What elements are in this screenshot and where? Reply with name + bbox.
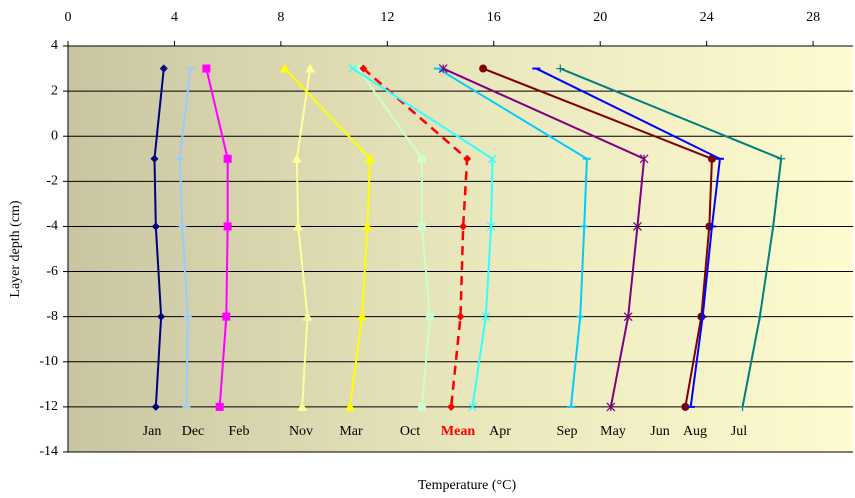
marker bbox=[681, 402, 690, 411]
series bbox=[354, 64, 434, 411]
y-tick-label: -12 bbox=[39, 399, 58, 414]
legend-label: Jun bbox=[650, 424, 669, 439]
y-tick-label: 2 bbox=[51, 83, 58, 98]
marker bbox=[305, 63, 316, 73]
y-tick-label: 4 bbox=[51, 38, 58, 53]
marker bbox=[302, 311, 313, 321]
marker bbox=[223, 154, 232, 163]
marker bbox=[151, 222, 160, 231]
marker bbox=[215, 402, 224, 411]
marker bbox=[777, 154, 786, 163]
marker bbox=[202, 64, 211, 73]
marker bbox=[293, 221, 304, 231]
marker bbox=[556, 64, 565, 73]
x-tick-label: 28 bbox=[806, 10, 820, 25]
marker bbox=[639, 154, 649, 164]
marker bbox=[151, 402, 160, 411]
marker bbox=[150, 154, 159, 163]
marker bbox=[365, 153, 376, 163]
x-axis-title: Temperature (°C) bbox=[418, 478, 517, 493]
series bbox=[532, 67, 724, 408]
marker bbox=[362, 221, 373, 231]
marker bbox=[479, 64, 488, 73]
series bbox=[556, 64, 786, 411]
x-tick-label: 4 bbox=[171, 10, 178, 25]
plot-area bbox=[68, 46, 853, 452]
marker bbox=[606, 402, 616, 412]
x-tick-label: 12 bbox=[380, 10, 394, 25]
series bbox=[279, 63, 376, 411]
x-tick-label: 20 bbox=[593, 10, 607, 25]
x-tick-label: 24 bbox=[700, 10, 714, 25]
marker bbox=[357, 311, 368, 321]
marker bbox=[223, 222, 232, 231]
marker bbox=[345, 401, 356, 411]
marker bbox=[738, 402, 747, 411]
marker bbox=[468, 402, 477, 412]
marker bbox=[488, 154, 497, 164]
marker bbox=[438, 64, 448, 73]
legend-label: Mar bbox=[339, 424, 363, 439]
legend-label: Aug bbox=[683, 424, 707, 439]
x-tick-label: 0 bbox=[65, 10, 72, 25]
legend-label: Apr bbox=[489, 424, 511, 439]
legend-label: Feb bbox=[229, 424, 250, 439]
marker bbox=[417, 222, 426, 231]
series bbox=[150, 64, 168, 411]
marker bbox=[417, 154, 426, 163]
series bbox=[202, 64, 232, 411]
legend-label: Jul bbox=[731, 424, 747, 439]
series bbox=[348, 64, 497, 412]
marker bbox=[222, 312, 231, 321]
y-tick-label: -2 bbox=[46, 174, 58, 189]
marker bbox=[456, 312, 465, 321]
series-line bbox=[362, 67, 469, 408]
y-tick-label: -6 bbox=[46, 264, 58, 279]
marker bbox=[159, 64, 168, 73]
y-tick-label: -8 bbox=[46, 309, 58, 324]
y-tick-label: -14 bbox=[39, 444, 58, 459]
x-tick-label: 16 bbox=[487, 10, 501, 25]
legend-label: Mean bbox=[441, 424, 475, 439]
marker bbox=[157, 312, 166, 321]
legend-label: Oct bbox=[400, 424, 420, 439]
series bbox=[433, 67, 591, 408]
marker bbox=[291, 153, 302, 163]
marker bbox=[359, 64, 368, 73]
marker bbox=[425, 312, 434, 321]
marker bbox=[463, 154, 472, 163]
y-axis-title: Layer depth (cm) bbox=[8, 200, 23, 298]
marker bbox=[486, 222, 496, 231]
legend-label: May bbox=[600, 424, 626, 439]
marker bbox=[297, 401, 308, 411]
x-tick-label: 8 bbox=[277, 10, 284, 25]
marker bbox=[769, 222, 778, 231]
legend-label: Dec bbox=[182, 424, 205, 439]
legend-label: Sep bbox=[557, 424, 578, 439]
marker bbox=[279, 63, 290, 73]
series bbox=[291, 63, 316, 411]
marker bbox=[481, 312, 491, 322]
marker bbox=[623, 312, 633, 322]
legend-label: Nov bbox=[289, 424, 313, 439]
legend-label: Jan bbox=[143, 424, 162, 439]
marker bbox=[633, 222, 642, 231]
y-tick-label: 0 bbox=[51, 128, 58, 143]
series bbox=[175, 67, 195, 408]
y-tick-label: -10 bbox=[39, 354, 58, 369]
marker bbox=[348, 64, 358, 73]
marker bbox=[447, 402, 456, 411]
series bbox=[359, 64, 472, 411]
marker bbox=[459, 222, 468, 231]
series bbox=[438, 64, 649, 412]
y-tick-label: -4 bbox=[46, 219, 58, 234]
marker bbox=[755, 312, 764, 321]
marker bbox=[417, 402, 426, 411]
marker bbox=[354, 64, 363, 73]
